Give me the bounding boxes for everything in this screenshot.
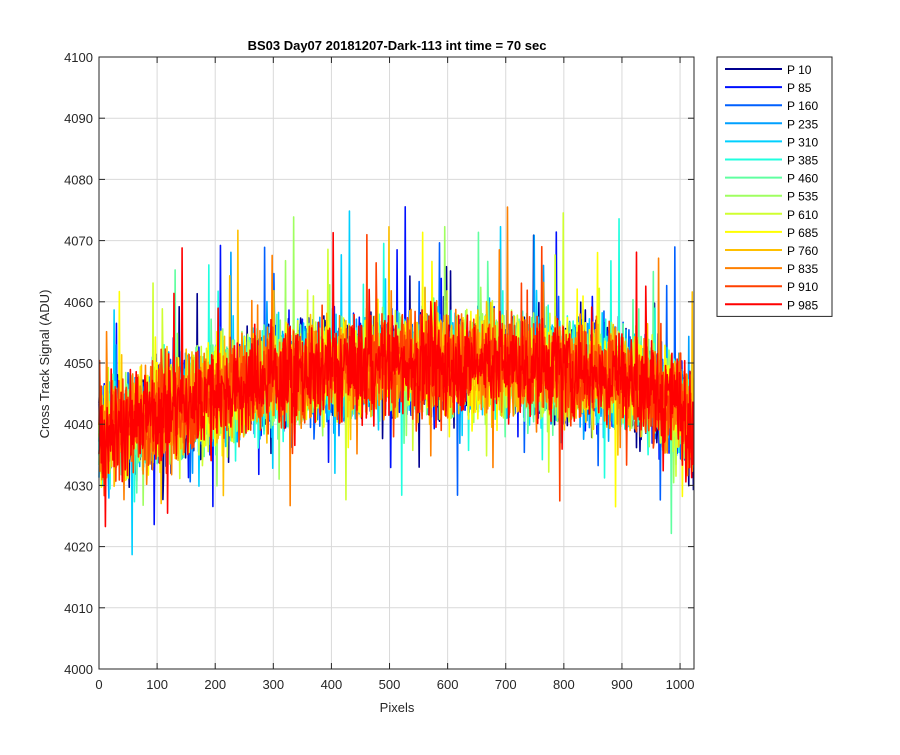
y-tick-label: 4060 xyxy=(64,295,93,310)
x-tick-label: 1000 xyxy=(666,677,695,692)
legend-label: P 610 xyxy=(787,208,818,222)
x-tick-label: 200 xyxy=(204,677,226,692)
y-axis-label: Cross Track Signal (ADU) xyxy=(37,290,52,439)
y-tick-label: 4040 xyxy=(64,417,93,432)
y-tick-label: 4080 xyxy=(64,172,93,187)
x-tick-label: 700 xyxy=(495,677,517,692)
legend-label: P 685 xyxy=(787,226,818,240)
x-tick-label: 300 xyxy=(262,677,284,692)
y-tick-label: 4010 xyxy=(64,601,93,616)
legend-box xyxy=(716,56,833,317)
y-tick-label: 4100 xyxy=(64,50,93,65)
legend-label: P 535 xyxy=(787,190,818,204)
legend-label: P 760 xyxy=(787,244,818,258)
x-axis-label: Pixels xyxy=(380,700,415,715)
x-tick-label: 800 xyxy=(553,677,575,692)
y-tick-label: 4090 xyxy=(64,111,93,126)
legend-label: P 310 xyxy=(787,135,818,149)
legend-label: P 460 xyxy=(787,172,818,186)
series-group xyxy=(98,206,695,556)
legend-label: P 985 xyxy=(787,298,818,312)
chart-title: BS03 Day07 20181207-Dark-113 int time = … xyxy=(248,38,547,53)
legend-label: P 160 xyxy=(787,99,818,113)
x-tick-label: 900 xyxy=(611,677,633,692)
x-tick-label: 0 xyxy=(95,677,102,692)
x-tick-label: 500 xyxy=(379,677,401,692)
legend-label: P 10 xyxy=(787,63,812,77)
y-tick-label: 4050 xyxy=(64,356,93,371)
y-tick-label: 4020 xyxy=(64,540,93,555)
tick-labels: 0 100 200 300 400 500 600 700 800 900 1000 4000 4010… xyxy=(64,50,694,692)
x-tick-label: 100 xyxy=(146,677,168,692)
y-tick-label: 4000 xyxy=(64,662,93,677)
legend-label: P 85 xyxy=(787,81,812,95)
x-tick-label: 400 xyxy=(321,677,343,692)
series-line xyxy=(98,231,695,528)
legend-label: P 910 xyxy=(787,280,818,294)
legend-label: P 385 xyxy=(787,154,818,168)
legend: P 10 P 85 P 160 P 235 P 310 P 385 P 460 P 535 P … xyxy=(716,56,833,317)
y-tick-label: 4070 xyxy=(64,234,93,249)
x-tick-label: 600 xyxy=(437,677,459,692)
y-tick-label: 4030 xyxy=(64,478,93,493)
legend-label: P 235 xyxy=(787,117,818,131)
legend-label: P 835 xyxy=(787,262,818,276)
